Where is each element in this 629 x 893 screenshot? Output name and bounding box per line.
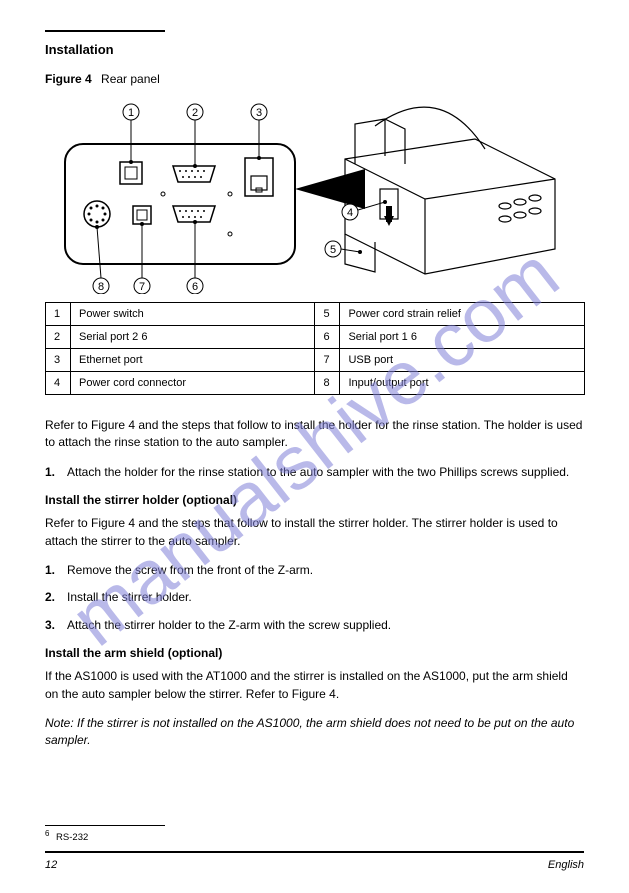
- svg-text:7: 7: [139, 281, 145, 293]
- svg-text:1: 1: [128, 107, 134, 119]
- page-number: 12: [45, 859, 57, 871]
- table-row: 1 Power switch 5 Power cord strain relie…: [46, 303, 585, 326]
- footer-row: 12 English: [45, 859, 584, 871]
- footer-language: English: [548, 859, 584, 871]
- cell-num: 4: [46, 372, 71, 395]
- list-item: 1. Attach the holder for the rinse stati…: [45, 464, 584, 481]
- step-text: Remove the screw from the front of the Z…: [67, 562, 584, 579]
- steps-list-1: 1. Attach the holder for the rinse stati…: [45, 464, 584, 481]
- cell-num: 3: [46, 349, 71, 372]
- footnote-text: RS-232: [56, 832, 88, 843]
- paragraph: If the AS1000 is used with the AT1000 an…: [45, 668, 584, 703]
- cell-label: Power cord strain relief: [340, 303, 585, 326]
- rear-panel-svg: 1 2 3 4 5 8 7 6: [45, 94, 585, 294]
- note-label: Note:: [45, 716, 74, 730]
- table-row: 4 Power cord connector 8 Input/output po…: [46, 372, 585, 395]
- cell-label: Power switch: [70, 303, 314, 326]
- section-title: Installation: [45, 42, 584, 57]
- figure-title-row: Figure 4 Rear panel: [45, 72, 584, 86]
- note-body: If the stirrer is not installed on the A…: [45, 716, 574, 747]
- step-text: Attach the stirrer holder to the Z-arm w…: [67, 617, 584, 634]
- steps-list-2: 1. Remove the screw from the front of th…: [45, 562, 584, 634]
- footer-rule: [45, 851, 584, 853]
- cell-label: Serial port 1 6: [340, 326, 585, 349]
- cell-num: 8: [315, 372, 340, 395]
- table-row: 3 Ethernet port 7 USB port: [46, 349, 585, 372]
- step-number: 3.: [45, 617, 67, 634]
- footnote: 6 RS-232: [45, 829, 584, 843]
- cell-num: 6: [315, 326, 340, 349]
- list-item: 3. Attach the stirrer holder to the Z-ar…: [45, 617, 584, 634]
- cell-num: 1: [46, 303, 71, 326]
- table-row: 2 Serial port 2 6 6 Serial port 1 6: [46, 326, 585, 349]
- paragraph: Refer to Figure 4 and the steps that fol…: [45, 417, 584, 452]
- step-number: 1.: [45, 562, 67, 579]
- figure-number: Figure 4: [45, 72, 92, 86]
- content-column: Installation Figure 4 Rear panel: [45, 30, 584, 750]
- step-text: Attach the holder for the rinse station …: [67, 464, 584, 481]
- cell-label: Ethernet port: [70, 349, 314, 372]
- step-text: Install the stirrer holder.: [67, 589, 584, 606]
- list-item: 2. Install the stirrer holder.: [45, 589, 584, 606]
- cell-num: 7: [315, 349, 340, 372]
- svg-text:3: 3: [256, 107, 262, 119]
- callout-table: 1 Power switch 5 Power cord strain relie…: [45, 302, 585, 395]
- cell-label: USB port: [340, 349, 585, 372]
- step-number: 1.: [45, 464, 67, 481]
- list-item: 1. Remove the screw from the front of th…: [45, 562, 584, 579]
- header-rule: [45, 30, 165, 32]
- cell-label: Input/output port: [340, 372, 585, 395]
- cell-num: 2: [46, 326, 71, 349]
- rear-panel-figure: 1 2 3 4 5 8 7 6: [45, 94, 585, 294]
- subsection-heading: Install the stirrer holder (optional): [45, 493, 584, 507]
- page-footer: 6 RS-232 12 English: [45, 825, 584, 871]
- cell-label: Power cord connector: [70, 372, 314, 395]
- svg-text:2: 2: [192, 107, 198, 119]
- footnote-marker: 6: [45, 829, 49, 838]
- cell-num: 5: [315, 303, 340, 326]
- svg-text:5: 5: [330, 244, 336, 256]
- figure-caption: Rear panel: [101, 72, 160, 86]
- cell-label: Serial port 2 6: [70, 326, 314, 349]
- footnote-rule: [45, 825, 165, 826]
- svg-text:4: 4: [347, 207, 353, 219]
- svg-text:6: 6: [192, 281, 198, 293]
- note-block: Note: If the stirrer is not installed on…: [45, 715, 584, 750]
- paragraph: Refer to Figure 4 and the steps that fol…: [45, 515, 584, 550]
- svg-text:8: 8: [98, 281, 104, 293]
- subsection-heading: Install the arm shield (optional): [45, 646, 584, 660]
- step-number: 2.: [45, 589, 67, 606]
